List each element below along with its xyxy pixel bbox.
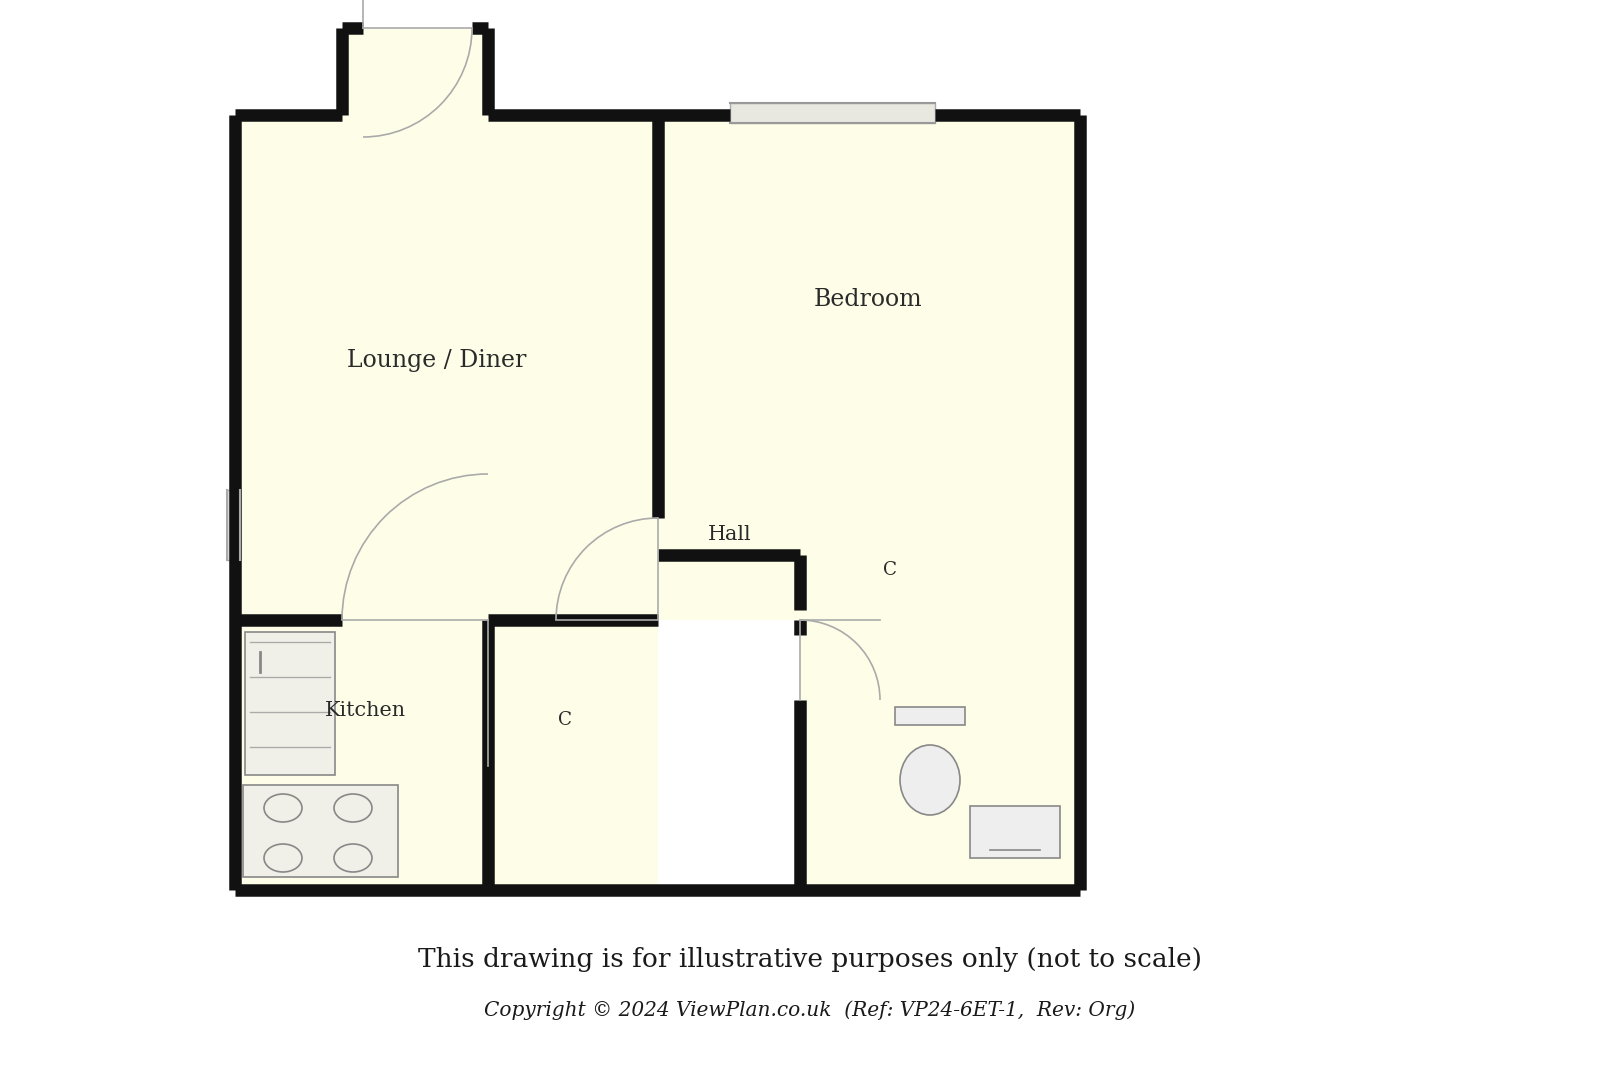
- Text: Bedroom: Bedroom: [813, 288, 922, 312]
- Bar: [342, 28, 488, 115]
- Text: Lounge / Diner: Lounge / Diner: [347, 349, 526, 371]
- Bar: [488, 620, 658, 890]
- Text: Copyright © 2024 ViewPlan.co.uk  (Ref: VP24-6ET-1,  Rev: Org): Copyright © 2024 ViewPlan.co.uk (Ref: VP…: [484, 1000, 1136, 1020]
- Bar: [227, 490, 240, 560]
- Text: C: C: [557, 711, 572, 729]
- Bar: [731, 103, 935, 123]
- Text: Kitchen: Kitchen: [324, 700, 405, 720]
- Bar: [243, 786, 399, 877]
- Bar: [658, 115, 1081, 555]
- Bar: [235, 620, 488, 890]
- Bar: [658, 555, 1081, 620]
- Bar: [970, 806, 1059, 858]
- Bar: [894, 707, 966, 725]
- Bar: [235, 115, 658, 890]
- Text: C: C: [883, 561, 897, 579]
- Text: This drawing is for illustrative purposes only (not to scale): This drawing is for illustrative purpose…: [418, 947, 1202, 972]
- Bar: [245, 632, 335, 775]
- Text: Hall: Hall: [708, 525, 752, 545]
- Ellipse shape: [901, 745, 961, 815]
- Bar: [800, 620, 1081, 890]
